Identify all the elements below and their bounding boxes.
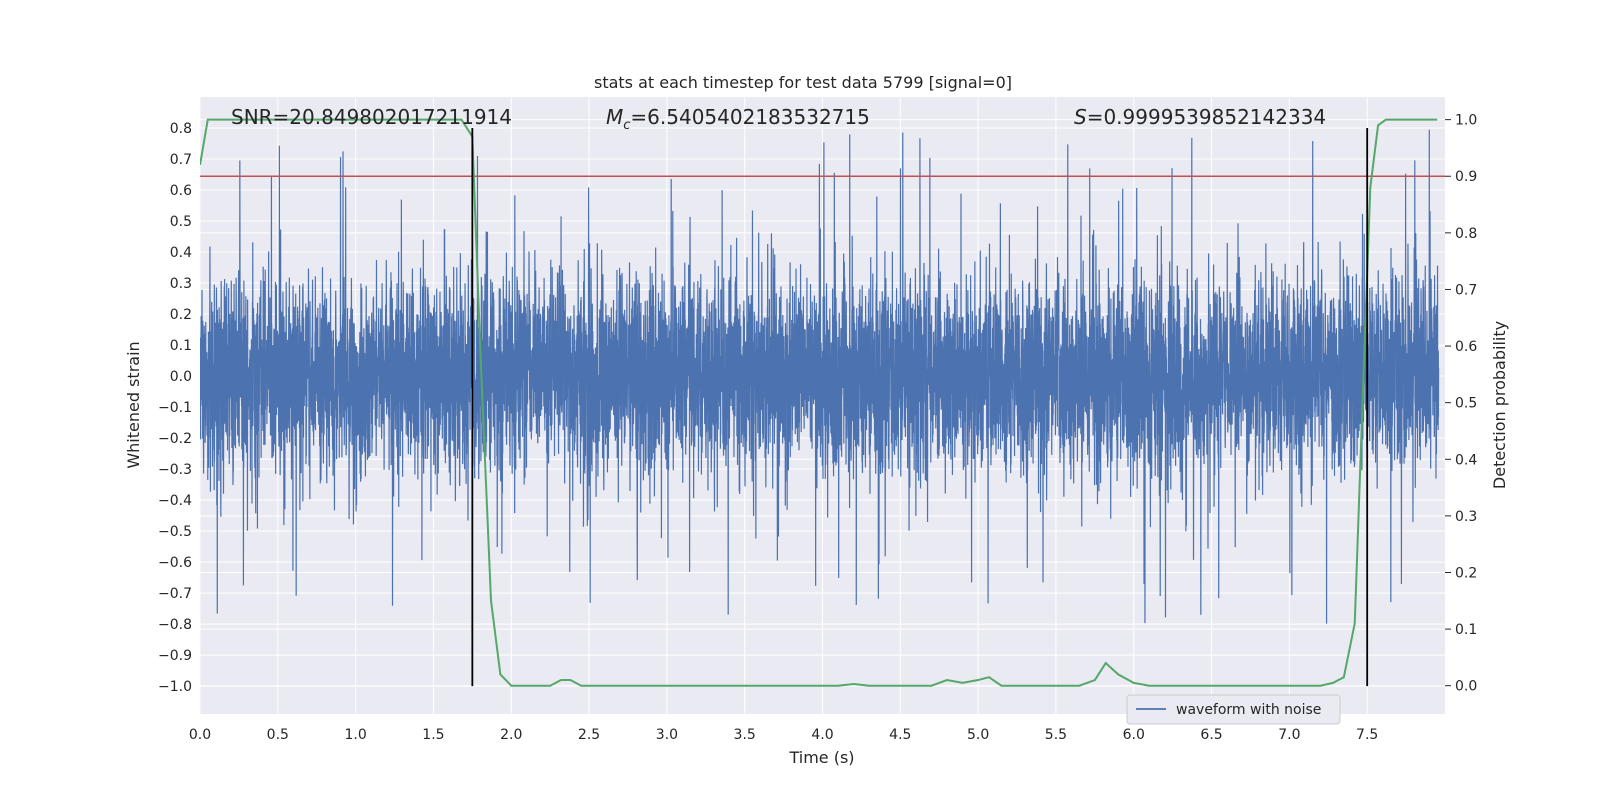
x-tick-label: 6.5 [1200, 727, 1222, 743]
waveform-line [200, 129, 1440, 624]
mc-value: =6.5405402183532715 [630, 105, 869, 129]
x-tick-label: 3.0 [656, 727, 678, 743]
x-tick-label: 0.5 [267, 727, 289, 743]
y-tick-label: −0.7 [158, 586, 192, 602]
x-tick-label: 4.5 [889, 727, 911, 743]
x-tick-label: 3.5 [734, 727, 756, 743]
y-tick-label: −0.5 [158, 524, 192, 540]
mc-symbol: M [606, 105, 623, 129]
s-value: =0.9999539852142334 [1087, 105, 1326, 129]
legend-entry-waveform: waveform with noise [1176, 702, 1321, 718]
x-tick-label: 7.0 [1278, 727, 1300, 743]
x-axis-label: Time (s) [788, 748, 854, 767]
y-tick-label: −0.4 [158, 493, 192, 509]
y-tick-label: −0.8 [158, 617, 192, 633]
x-tick-label: 1.5 [422, 727, 444, 743]
x-tick-label: 0.0 [189, 727, 211, 743]
y2-tick-label: 0.0 [1455, 679, 1477, 695]
y-tick-label: 0.6 [170, 183, 192, 199]
y-tick-label: 0.3 [170, 276, 192, 292]
y-tick-label: 0.7 [170, 152, 192, 168]
probability-line [200, 118, 1438, 687]
y-tick-label: 0.5 [170, 214, 192, 230]
x-tick-label: 6.0 [1123, 727, 1145, 743]
y-tick-label: 0.8 [170, 121, 192, 137]
y2-tick-label: 0.3 [1455, 509, 1477, 525]
y2-axis-label: Detection probability [1490, 321, 1509, 489]
chart-title: stats at each timestep for test data 579… [594, 73, 1012, 92]
vertical-markers [471, 128, 1369, 687]
y-tick-label: 0.4 [170, 245, 192, 261]
x-tick-label: 5.5 [1045, 727, 1067, 743]
probability-series [200, 118, 1438, 687]
y-tick-label: −0.3 [158, 462, 192, 478]
y-tick-label: 0.0 [170, 369, 192, 385]
y2-tick-label: 0.9 [1455, 169, 1477, 185]
waveform-series [200, 129, 1440, 624]
s-symbol: S [1074, 105, 1087, 129]
y2-tick-label: 0.6 [1455, 339, 1477, 355]
y-tick-label: −0.6 [158, 555, 192, 571]
y2-tick-label: 0.4 [1455, 452, 1477, 468]
y2-tick-label: 0.1 [1455, 622, 1477, 638]
legend: waveform with noise [1126, 694, 1341, 725]
snr-annotation: SNR=20.849802017211914 [231, 105, 512, 129]
s-annotation: S=0.9999539852142334 [1074, 105, 1326, 129]
y-tick-label: −1.0 [158, 679, 192, 695]
x-tick-label: 4.0 [811, 727, 833, 743]
mc-annotation: Mc=6.5405402183532715 [606, 105, 870, 133]
x-axis: 0.0 0.5 1.0 1.5 2.0 2.5 3.0 3.5 4.0 4.5 5.0 5.5 6.0 6… [189, 727, 1378, 743]
y2-tick-label: 0.5 [1455, 396, 1477, 412]
y2-tick-label: 0.8 [1455, 226, 1477, 242]
x-tick-label: 1.0 [344, 727, 366, 743]
x-tick-label: 7.5 [1356, 727, 1378, 743]
y-axis-label: Whitened strain [124, 341, 143, 468]
y-tick-label: −0.9 [158, 648, 192, 664]
y-tick-label: −0.1 [158, 400, 192, 416]
x-tick-label: 2.0 [500, 727, 522, 743]
y-tick-label: −0.2 [158, 431, 192, 447]
y2-tick-label: 0.7 [1455, 282, 1477, 298]
x-tick-label: 5.0 [967, 727, 989, 743]
y-axis-left: 0.8 0.7 0.6 0.5 0.4 0.3 0.2 0.1 0.0 −0.1 −0.2 −0.3 −… [158, 121, 192, 695]
mc-subscript: c [623, 118, 630, 133]
y-tick-label: 0.1 [170, 338, 192, 354]
legend-box [1126, 694, 1341, 725]
x-tick-label: 2.5 [578, 727, 600, 743]
y-axis-right: 1.0 0.9 0.8 0.7 0.6 0.5 0.4 0.3 0.2 0.1 0.0 [1445, 113, 1477, 695]
y2-tick-label: 1.0 [1455, 113, 1477, 129]
y2-tick-label: 0.2 [1455, 565, 1477, 581]
y-tick-label: 0.2 [170, 307, 192, 323]
